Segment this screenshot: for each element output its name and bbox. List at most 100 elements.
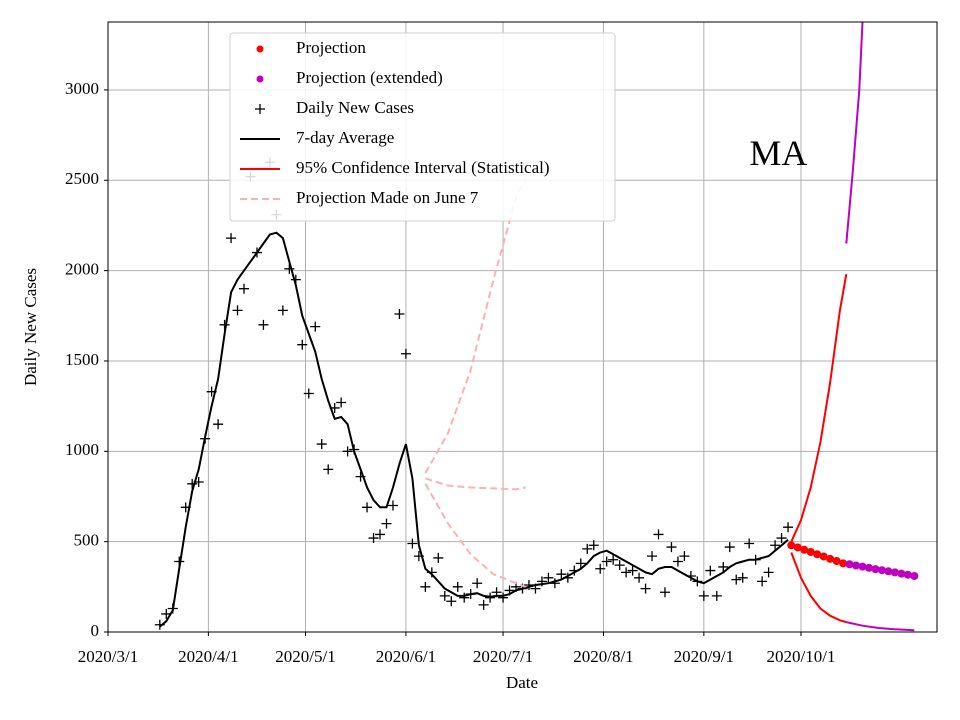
plus-marker bbox=[556, 569, 567, 580]
axes-frame bbox=[107, 21, 938, 633]
point bbox=[897, 569, 906, 578]
point bbox=[845, 560, 854, 569]
line bbox=[424, 483, 527, 588]
legend-swatch bbox=[256, 75, 264, 83]
y-tick-label: 500 bbox=[74, 531, 100, 550]
legend-label: Projection Made on June 7 bbox=[296, 188, 479, 207]
point bbox=[858, 562, 867, 571]
x-tick-label: 2020/6/1 bbox=[376, 647, 436, 666]
annotation: MA bbox=[749, 133, 807, 173]
line bbox=[790, 552, 847, 624]
line bbox=[425, 477, 526, 491]
plus-marker bbox=[213, 419, 224, 430]
point bbox=[806, 547, 815, 556]
plus-marker bbox=[459, 592, 470, 603]
plus-marker bbox=[627, 565, 638, 576]
point bbox=[910, 571, 919, 580]
plot-area bbox=[154, 22, 919, 632]
line bbox=[424, 176, 527, 474]
plus-marker bbox=[323, 464, 334, 475]
x-tick-label: 2020/10/1 bbox=[767, 647, 836, 666]
point bbox=[864, 563, 873, 572]
point bbox=[813, 550, 822, 559]
plus-marker bbox=[621, 567, 632, 578]
point bbox=[793, 543, 802, 552]
plus-marker bbox=[303, 388, 314, 399]
x-tick-label: 2020/8/1 bbox=[573, 647, 633, 666]
plus-marker bbox=[226, 233, 237, 244]
plus-marker bbox=[297, 339, 308, 350]
point bbox=[826, 554, 835, 563]
x-tick-label: 2020/9/1 bbox=[674, 647, 734, 666]
plus-marker bbox=[375, 529, 386, 540]
line bbox=[159, 231, 789, 628]
plus-marker bbox=[647, 551, 658, 562]
point bbox=[877, 566, 886, 575]
plus-marker bbox=[634, 572, 645, 583]
plus-marker bbox=[601, 556, 612, 567]
plus-marker bbox=[342, 446, 353, 457]
y-tick-label: 3000 bbox=[65, 79, 99, 98]
plus-marker bbox=[698, 590, 709, 601]
plus-marker bbox=[255, 104, 265, 114]
point bbox=[832, 556, 841, 565]
y-tick-label: 2500 bbox=[65, 169, 99, 188]
x-tick-label: 2020/3/1 bbox=[78, 647, 138, 666]
line bbox=[846, 621, 915, 632]
plus-marker bbox=[783, 522, 794, 533]
plus-marker bbox=[452, 581, 463, 592]
ticks: 0 500 1000 1500 2000 2500 3000 2020/3/1 2020/4/1… bbox=[65, 79, 835, 666]
legend-label: Daily New Cases bbox=[296, 98, 414, 117]
point bbox=[903, 570, 912, 579]
plus-marker bbox=[614, 560, 625, 571]
plus-marker bbox=[679, 551, 690, 562]
line bbox=[790, 274, 848, 543]
plus-marker bbox=[433, 552, 444, 563]
point bbox=[871, 565, 880, 574]
plus-marker bbox=[368, 533, 379, 544]
plus-marker bbox=[310, 321, 321, 332]
plus-marker bbox=[498, 592, 509, 603]
plus-marker bbox=[258, 319, 269, 330]
plus-marker bbox=[478, 599, 489, 610]
plus-marker bbox=[387, 500, 398, 511]
legend-swatch bbox=[256, 45, 264, 53]
plus-marker bbox=[776, 533, 787, 544]
x-tick-label: 2020/5/1 bbox=[275, 647, 335, 666]
plus-marker bbox=[394, 308, 405, 319]
plus-marker bbox=[187, 478, 198, 489]
point bbox=[800, 545, 809, 554]
plus-marker bbox=[381, 518, 392, 529]
plus-marker bbox=[232, 305, 243, 316]
plus-marker bbox=[543, 572, 554, 583]
plus-marker bbox=[705, 565, 716, 576]
point bbox=[787, 541, 796, 550]
plus-marker bbox=[659, 587, 670, 598]
plus-marker bbox=[770, 540, 781, 551]
line bbox=[845, 22, 864, 244]
x-axis-label: Date bbox=[506, 673, 538, 692]
plus-marker bbox=[672, 556, 683, 567]
x-tick-label: 2020/7/1 bbox=[473, 647, 533, 666]
y-tick-label: 1000 bbox=[65, 440, 99, 459]
plus-marker bbox=[588, 540, 599, 551]
y-axis-label: Daily New Cases bbox=[21, 268, 40, 386]
plus-marker bbox=[608, 554, 619, 565]
point bbox=[819, 552, 828, 561]
legend-label: 7-day Average bbox=[296, 128, 394, 147]
plus-marker bbox=[718, 561, 729, 572]
plus-marker bbox=[316, 439, 327, 450]
legend-label: Projection bbox=[296, 38, 366, 57]
y-tick-label: 1500 bbox=[65, 350, 99, 369]
plus-marker bbox=[737, 572, 748, 583]
plus-marker bbox=[239, 283, 250, 294]
plus-marker bbox=[439, 590, 450, 601]
legend-label: 95% Confidence Interval (Statistical) bbox=[296, 158, 550, 177]
point bbox=[890, 568, 899, 577]
plus-marker bbox=[763, 567, 774, 578]
plus-marker bbox=[407, 538, 418, 549]
plus-marker bbox=[472, 578, 483, 589]
plus-marker bbox=[744, 538, 755, 549]
point bbox=[839, 559, 848, 568]
